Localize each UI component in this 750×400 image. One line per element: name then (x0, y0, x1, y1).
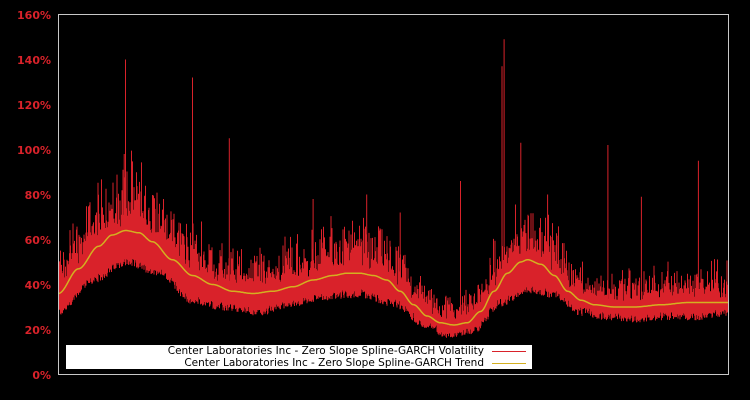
volatility-series (58, 39, 729, 338)
legend-label-trend: Center Laboratories Inc - Zero Slope Spl… (184, 357, 484, 369)
legend-item-volatility: Center Laboratories Inc - Zero Slope Spl… (168, 345, 526, 357)
legend-label-volatility: Center Laboratories Inc - Zero Slope Spl… (167, 345, 484, 357)
plot-frame (58, 14, 729, 375)
y-tick-label: 40% (24, 278, 51, 292)
y-tick-label: 160% (17, 8, 51, 22)
y-tick-label: 20% (24, 323, 51, 337)
volatility-line (58, 39, 729, 338)
y-tick-label: 120% (17, 98, 51, 112)
legend: Center Laboratories Inc - Zero Slope Spl… (66, 345, 532, 369)
y-tick-label: 140% (17, 53, 51, 67)
y-tick-label: 80% (24, 188, 51, 202)
legend-item-trend: Center Laboratories Inc - Zero Slope Spl… (184, 357, 526, 369)
legend-swatch-volatility (492, 350, 526, 352)
legend-swatch-trend (492, 362, 526, 364)
trend-series (58, 229, 729, 326)
y-tick-label: 0% (32, 368, 51, 382)
y-tick-label: 100% (17, 143, 51, 157)
y-tick-label: 60% (24, 233, 51, 247)
